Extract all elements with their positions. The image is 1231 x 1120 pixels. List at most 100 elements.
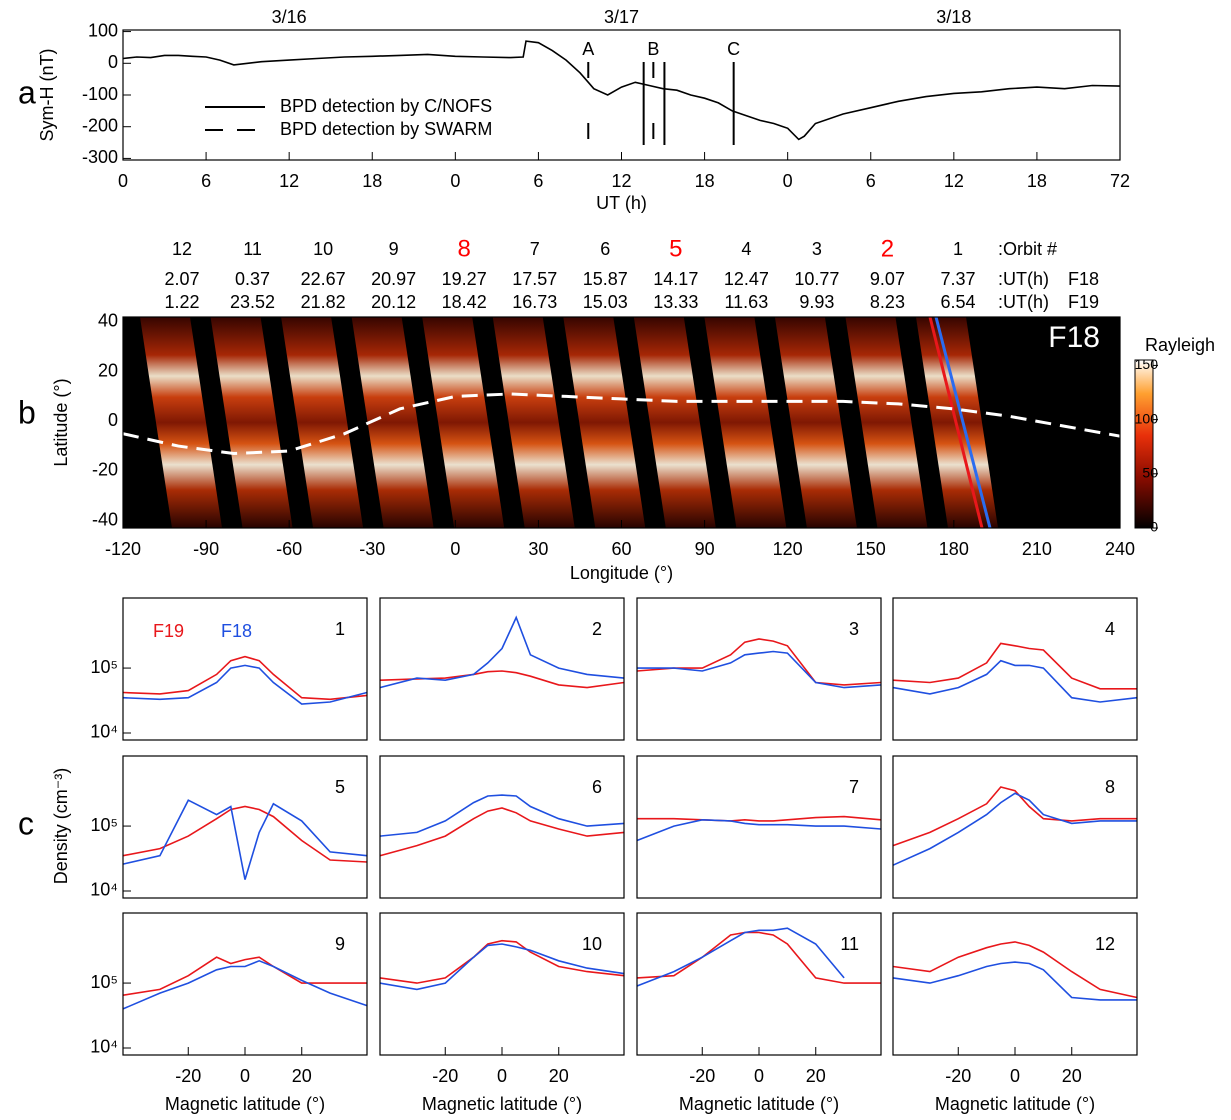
colorbar bbox=[1134, 359, 1154, 529]
data-line bbox=[636, 931, 881, 984]
x-tick-label: -60 bbox=[276, 539, 302, 559]
y-tick-label: 100 bbox=[88, 20, 118, 40]
ut-f19: 6.54 bbox=[940, 292, 975, 312]
x-tick-label: 6 bbox=[866, 171, 876, 191]
panel-number: 2 bbox=[592, 619, 602, 639]
panel-letter: c bbox=[18, 805, 34, 841]
ut-f19: 15.03 bbox=[583, 292, 628, 312]
colorbar-tick-label: 150 bbox=[1135, 356, 1159, 372]
ut-f18: 17.57 bbox=[512, 269, 557, 289]
x-tick-label: 180 bbox=[939, 539, 969, 559]
y-tick-label: 0 bbox=[108, 410, 118, 430]
orbit-number: 8 bbox=[458, 235, 471, 262]
ut-f19: 20.12 bbox=[371, 292, 416, 312]
y-tick-label: 40 bbox=[98, 311, 118, 331]
x-tick-label: 20 bbox=[1062, 1066, 1082, 1086]
plot-frame bbox=[892, 597, 1138, 741]
panel-number: 10 bbox=[582, 934, 602, 954]
orbit-stripe bbox=[281, 317, 364, 528]
orbit-stripe bbox=[633, 317, 716, 528]
legend-entry: F18 bbox=[221, 621, 252, 641]
ut-f18: 22.67 bbox=[301, 269, 346, 289]
ut-f18: 12.47 bbox=[724, 269, 769, 289]
y-axis-label: Latitude (°) bbox=[51, 378, 71, 466]
x-tick-label: 18 bbox=[1027, 171, 1047, 191]
data-line bbox=[892, 642, 1137, 690]
legend-entry: BPD detection by SWARM bbox=[280, 119, 492, 139]
data-line bbox=[636, 927, 845, 987]
y-tick-label: 10⁵ bbox=[91, 972, 118, 992]
orbit-stripe bbox=[845, 317, 928, 528]
y-tick-label: 0 bbox=[108, 52, 118, 72]
data-line bbox=[636, 818, 882, 842]
data-line bbox=[379, 615, 625, 689]
ut-f18: 7.37 bbox=[940, 269, 975, 289]
x-tick-label: 0 bbox=[754, 1066, 764, 1086]
y-axis-label: Density (cm⁻³) bbox=[51, 768, 71, 885]
row-label: :Orbit # bbox=[998, 239, 1057, 259]
ut-f19: 13.33 bbox=[653, 292, 698, 312]
plot-frame bbox=[122, 597, 368, 741]
data-line bbox=[122, 664, 368, 705]
orbit-stripe bbox=[563, 317, 646, 528]
y-tick-label: 20 bbox=[98, 360, 118, 380]
row-label: :UT(h) bbox=[998, 269, 1049, 289]
y-tick-label: 10⁵ bbox=[91, 815, 118, 835]
orbit-track bbox=[928, 317, 984, 528]
x-axis-label: Magnetic latitude (°) bbox=[679, 1094, 839, 1114]
plot-frame bbox=[636, 755, 882, 899]
data-line bbox=[637, 815, 882, 822]
panel-number: 11 bbox=[840, 934, 859, 954]
orbit-number: 12 bbox=[172, 239, 192, 259]
orbit-number: 4 bbox=[741, 239, 751, 259]
x-tick-label: 240 bbox=[1105, 539, 1135, 559]
y-tick-label: -20 bbox=[92, 460, 118, 480]
orbit-number: 5 bbox=[669, 235, 682, 262]
y-tick-label: 10⁵ bbox=[91, 657, 118, 677]
data-line bbox=[379, 943, 625, 991]
panel-letter: a bbox=[18, 74, 36, 110]
event-label: A bbox=[582, 39, 594, 59]
plot-frame bbox=[892, 755, 1138, 899]
data-line bbox=[122, 40, 1121, 141]
orbit-number: 6 bbox=[600, 239, 610, 259]
legend-entry: F19 bbox=[153, 621, 184, 641]
colorbar-label: Rayleigh bbox=[1145, 335, 1215, 355]
x-tick-label: -90 bbox=[193, 539, 219, 559]
x-tick-label: 210 bbox=[1022, 539, 1052, 559]
x-axis-label: Magnetic latitude (°) bbox=[422, 1094, 582, 1114]
panel-number: 5 bbox=[335, 777, 345, 797]
ut-f18: 2.07 bbox=[164, 269, 199, 289]
x-tick-label: 0 bbox=[497, 1066, 507, 1086]
date-label: 3/18 bbox=[936, 7, 971, 27]
x-tick-label: 150 bbox=[856, 539, 886, 559]
orbit-stripe bbox=[140, 317, 222, 528]
y-tick-label: 10⁴ bbox=[90, 880, 118, 900]
x-tick-label: 6 bbox=[533, 171, 543, 191]
ut-f18: 0.37 bbox=[235, 269, 270, 289]
event-label: C bbox=[727, 39, 740, 59]
data-line bbox=[892, 659, 1138, 703]
x-tick-label: -20 bbox=[175, 1066, 201, 1086]
x-tick-label: 20 bbox=[806, 1066, 826, 1086]
data-line bbox=[892, 941, 1138, 999]
y-tick-label: -300 bbox=[82, 147, 118, 167]
data-line bbox=[892, 786, 1137, 847]
plot-frame bbox=[122, 912, 368, 1056]
data-line bbox=[122, 959, 368, 1010]
ut-f18: 19.27 bbox=[442, 269, 487, 289]
orbit-stripe bbox=[422, 317, 505, 528]
y-tick-label: 10⁴ bbox=[90, 1037, 118, 1057]
ut-f18: 15.87 bbox=[583, 269, 628, 289]
x-axis-label: Longitude (°) bbox=[570, 563, 673, 583]
panel-letter: b bbox=[18, 394, 36, 430]
panel-number: 9 bbox=[335, 934, 345, 954]
x-tick-label: 30 bbox=[528, 539, 548, 559]
x-tick-label: 18 bbox=[695, 171, 715, 191]
orbit-number: 9 bbox=[389, 239, 399, 259]
row-label: F18 bbox=[1068, 269, 1099, 289]
y-axis-label: Sym-H (nT) bbox=[37, 49, 57, 142]
x-tick-label: 0 bbox=[240, 1066, 250, 1086]
data-line bbox=[379, 670, 625, 689]
